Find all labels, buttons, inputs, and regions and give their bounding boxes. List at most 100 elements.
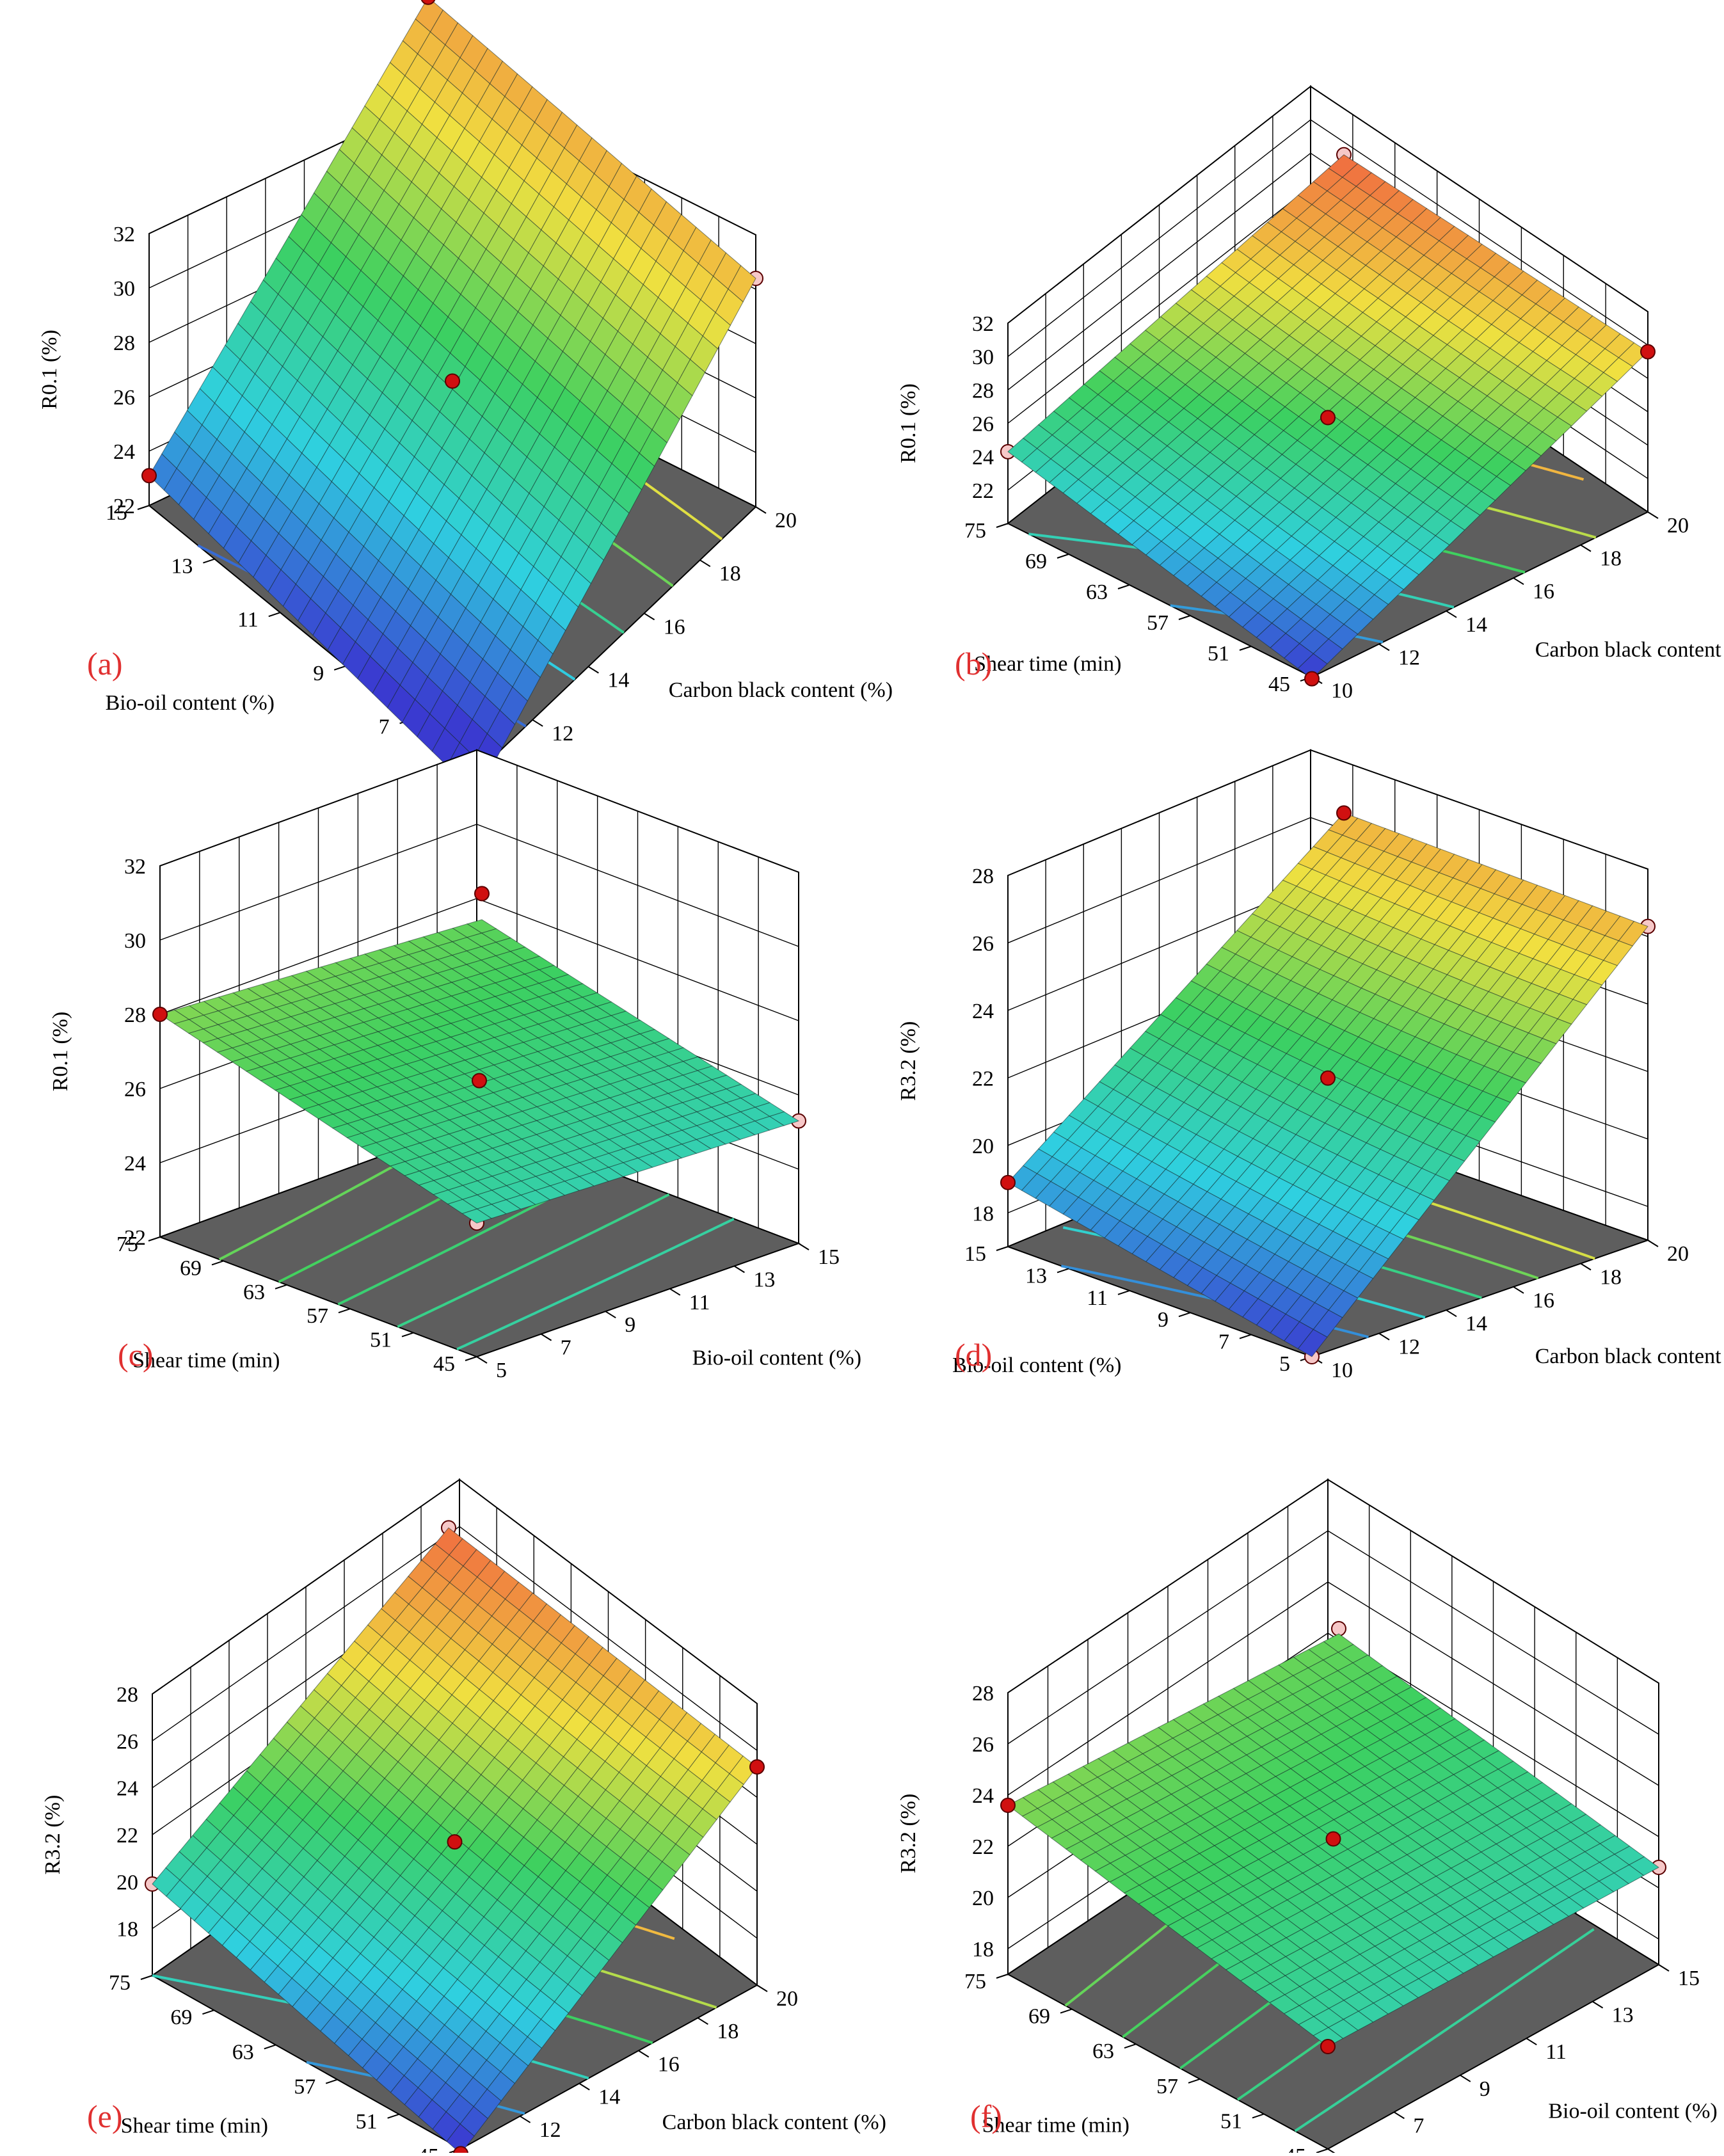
left-axis-tick <box>1239 646 1252 651</box>
right-axis-tick-label: 9 <box>625 1313 635 1337</box>
left-axis-tick-label: 11 <box>1087 1286 1108 1310</box>
right-axis-tick <box>669 1288 681 1296</box>
left-axis-tick <box>211 1260 224 1266</box>
right-axis-tick <box>520 2115 531 2123</box>
panel-label-e: (e) <box>87 2098 123 2134</box>
panel-label-a: (a) <box>87 646 123 682</box>
left-axis-tick <box>202 2009 214 2015</box>
left-axis-tick-label: 75 <box>116 1233 138 1256</box>
z-tick-label: 20 <box>972 1887 994 1910</box>
left-axis-tick-label: 9 <box>1158 1308 1169 1332</box>
right-axis-tick-label: 20 <box>1667 1242 1689 1266</box>
right-axis-tick-label: 15 <box>1678 1967 1700 1990</box>
design-point-front <box>1320 2039 1336 2054</box>
left-axis-tick <box>1316 2148 1329 2153</box>
z-gridline <box>159 824 799 947</box>
right-axis-tick <box>1513 1286 1524 1294</box>
z-tick-label: 20 <box>116 1871 138 1894</box>
right-axis-tick-label: 9 <box>1480 2077 1490 2101</box>
design-point-back <box>474 886 490 902</box>
left-axis-tick-label: 45 <box>1268 673 1290 696</box>
z-tick-label: 32 <box>124 855 146 879</box>
left-axis-tick <box>996 1246 1009 1251</box>
z-tick-label: 26 <box>124 1078 146 1101</box>
z-gridline <box>1007 1479 1659 1693</box>
contour-line <box>456 1217 735 1351</box>
z-tick-label: 18 <box>972 1202 994 1226</box>
left-axis-tick-label: 15 <box>106 501 127 525</box>
right-axis-tick <box>532 719 543 727</box>
design-point-left <box>1000 1798 1016 1813</box>
z-tick-label: 22 <box>116 1824 138 1848</box>
left-axis-title: Bio-oil content (%) <box>106 691 275 715</box>
right-axis-title: Carbon black content (%) <box>669 678 893 702</box>
right-axis-tick <box>699 559 711 568</box>
right-axis-tick-label: 20 <box>776 1987 798 2011</box>
design-points-above <box>141 0 460 484</box>
right-axis-tick <box>1460 2074 1471 2082</box>
right-axis-title: Bio-oil content (%) <box>1548 2100 1717 2123</box>
z-axis-title: R0.1 (%) <box>38 330 61 410</box>
left-axis-tick-label: 9 <box>313 662 324 685</box>
left-axis-tick-label: 51 <box>370 1329 392 1352</box>
left-axis-tick <box>996 1974 1009 1979</box>
left-axis-tick-label: 45 <box>1284 2144 1306 2153</box>
right-axis-tick <box>579 2082 590 2091</box>
left-axis-tick <box>1060 2008 1073 2014</box>
left-axis-tick-label: 63 <box>232 2040 254 2064</box>
left-axis-tick-label: 69 <box>170 2006 192 2029</box>
z-tick-label: 22 <box>972 1835 994 1859</box>
left-axis-tick <box>264 2044 276 2050</box>
right-axis-tick-label: 12 <box>1398 646 1420 669</box>
design-point-center <box>1325 1831 1341 1847</box>
z-tick-label: 26 <box>972 932 994 955</box>
left-axis-tick <box>1057 554 1069 559</box>
left-axis-title: Shear time (min) <box>121 2114 268 2138</box>
left-axis-tick <box>1188 2078 1201 2084</box>
left-axis-tick-label: 13 <box>171 555 193 579</box>
z-tick-label: 24 <box>124 1152 146 1176</box>
right-axis-tick <box>1592 2000 1604 2009</box>
left-axis-tick-label: 5 <box>1279 1352 1290 1376</box>
z-gridline <box>1007 749 1648 876</box>
left-axis-tick-label: 69 <box>180 1256 202 1280</box>
left-axis-tick <box>1124 2043 1137 2049</box>
contour-line <box>1294 1928 1595 2132</box>
chart-b: 22 24 26 28 30 32 R0.1 (%) 75 69 63 57 51 45 10 12 14 16… <box>897 84 1724 703</box>
left-axis-tick-label: 7 <box>379 715 390 739</box>
right-axis-tick <box>1393 2111 1405 2120</box>
left-axis-tick-label: 63 <box>1092 2040 1114 2063</box>
left-axis-tick <box>338 1308 351 1314</box>
left-axis-tick-label: 45 <box>433 1352 455 1376</box>
right-axis-tick <box>1647 511 1659 519</box>
right-axis-tick-label: 16 <box>658 2052 680 2076</box>
left-axis-tick-label: 63 <box>1086 580 1108 604</box>
z-axis-title: R3.2 (%) <box>41 1795 65 1875</box>
left-axis-tick-label: 51 <box>356 2110 378 2134</box>
left-axis-tick <box>1178 1312 1191 1318</box>
right-axis-tick-label: 7 <box>1413 2114 1424 2137</box>
left-axis-title: Shear time (min) <box>982 2114 1129 2137</box>
right-axis-tick-label: 11 <box>1545 2040 1567 2064</box>
left-axis-tick <box>325 2079 338 2084</box>
left-axis-tick <box>137 505 150 510</box>
right-axis-tick-label: 16 <box>664 615 685 639</box>
design-points-above <box>1000 1798 1341 2054</box>
right-axis-tick <box>798 1243 810 1250</box>
z-tick-label: 26 <box>113 386 135 410</box>
right-axis-tick-label: 18 <box>1600 547 1622 571</box>
surface-cell <box>461 1208 493 1224</box>
left-axis-tick-label: 13 <box>1025 1264 1047 1288</box>
left-axis-tick <box>148 1236 161 1242</box>
z-tick-label: 18 <box>116 1918 138 1942</box>
right-axis-tick-label: 12 <box>539 2118 561 2142</box>
right-axis-tick <box>1327 2148 1339 2156</box>
z-tick-label: 22 <box>972 479 994 503</box>
design-point-right <box>1640 344 1656 360</box>
right-axis-tick-label: 14 <box>1465 1312 1487 1336</box>
chart-d: 18 20 22 24 26 28 R3.2 (%) 15 13 11 9 7 5 10 12 14 16 18 2… <box>897 749 1724 1382</box>
right-axis-tick <box>605 1311 616 1319</box>
left-axis-tick-label: 75 <box>964 519 986 543</box>
left-axis-tick-label: 15 <box>964 1242 986 1266</box>
